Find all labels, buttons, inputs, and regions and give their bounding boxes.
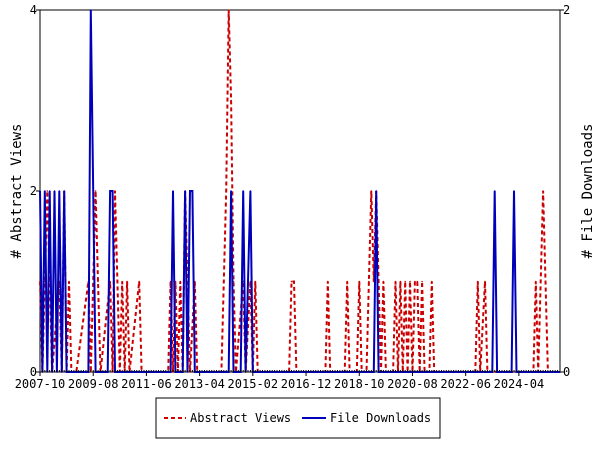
data-point-file-downloads: [513, 190, 515, 192]
data-point-file-downloads: [191, 190, 194, 192]
data-point-abstract-views: [327, 280, 329, 283]
data-point-abstract-views: [179, 280, 182, 283]
data-point-abstract-views: [94, 190, 97, 192]
data-point-abstract-views: [431, 280, 433, 283]
data-point-abstract-views: [138, 280, 140, 283]
data-point-abstract-views: [416, 280, 419, 283]
legend-label-abstract-views: Abstract Views: [190, 411, 291, 425]
data-point-file-downloads: [184, 190, 186, 192]
data-point-file-downloads: [92, 190, 94, 192]
y-tick-label-right: 2: [563, 3, 570, 17]
data-point-file-downloads: [375, 190, 378, 192]
data-point-abstract-views: [358, 280, 361, 283]
y-axis-title-right: # File Downloads: [580, 124, 596, 259]
data-point-abstract-views: [394, 280, 397, 283]
data-point-abstract-views: [254, 280, 257, 283]
y-tick-label-left: 2: [30, 184, 37, 198]
data-point-abstract-views: [114, 190, 116, 192]
x-tick-label: 2013-04: [174, 377, 225, 391]
data-point-abstract-views: [544, 280, 547, 283]
legend-label-file-downloads: File Downloads: [330, 411, 431, 425]
data-point-file-downloads: [63, 190, 65, 192]
data-point-abstract-views: [293, 280, 295, 283]
x-tick-label: 2007-10: [15, 377, 66, 391]
data-point-abstract-views: [116, 280, 119, 283]
data-point-file-downloads: [48, 190, 51, 192]
data-point-abstract-views: [230, 99, 232, 102]
y-tick-label-left: 0: [30, 365, 37, 379]
data-point-abstract-views: [68, 280, 70, 283]
data-point-abstract-views: [414, 280, 416, 283]
data-point-abstract-views: [126, 280, 128, 283]
data-point-abstract-views: [399, 280, 402, 283]
data-point-abstract-views: [368, 280, 370, 283]
plot-area: [39, 9, 561, 373]
data-point-file-downloads: [493, 190, 496, 192]
x-tick-label: 2020-08: [387, 377, 438, 391]
data-point-abstract-views: [121, 280, 123, 283]
data-point-file-downloads: [53, 190, 56, 192]
data-point-abstract-views: [290, 280, 293, 283]
data-point-file-downloads: [172, 190, 174, 192]
data-point-abstract-views: [484, 280, 486, 283]
legend: Abstract Views File Downloads: [155, 397, 441, 439]
data-point-abstract-views: [227, 9, 230, 11]
x-tick-label: 2016-12: [281, 377, 332, 391]
x-tick-label: 2022-06: [440, 377, 491, 391]
data-point-abstract-views: [409, 280, 411, 283]
data-point-abstract-views: [382, 280, 385, 283]
x-tick-label: 2009-08: [68, 377, 119, 391]
y-tick-label-left: 4: [30, 3, 37, 17]
data-point-abstract-views: [370, 190, 373, 192]
data-point-abstract-views: [404, 280, 407, 283]
data-point-abstract-views: [346, 280, 349, 283]
data-point-file-downloads: [249, 190, 252, 192]
data-point-abstract-views: [97, 280, 99, 283]
x-tick-label: 2024-04: [494, 377, 545, 391]
data-point-abstract-views: [46, 190, 49, 192]
data-point-file-downloads: [58, 190, 61, 192]
y-axis-title-left: # Abstract Views: [9, 124, 25, 259]
x-tick-label: 2011-06: [121, 377, 172, 391]
data-point-file-downloads: [189, 190, 191, 192]
data-point-abstract-views: [542, 190, 544, 192]
data-point-abstract-views: [477, 280, 479, 283]
data-point-abstract-views: [225, 190, 227, 192]
legend-box: [155, 397, 441, 439]
x-tick-label: 2018-10: [334, 377, 385, 391]
data-point-file-downloads: [90, 9, 92, 11]
axis-layer: 2007-10 2009-08 2011-06 2013-04 2015-02 2016-…: [15, 3, 571, 391]
y-tick-label-right: 0: [563, 365, 570, 379]
data-point-abstract-views: [535, 280, 537, 283]
data-point-file-downloads: [230, 190, 232, 192]
x-tick-label: 2015-02: [228, 377, 279, 391]
data-point-file-downloads: [44, 190, 46, 192]
data-point-abstract-views: [421, 280, 423, 283]
data-point-abstract-views: [223, 280, 225, 283]
data-point-abstract-views: [539, 280, 542, 283]
data-point-file-downloads: [111, 190, 114, 192]
data-point-file-downloads: [242, 190, 244, 192]
data-point-file-downloads: [109, 190, 111, 192]
